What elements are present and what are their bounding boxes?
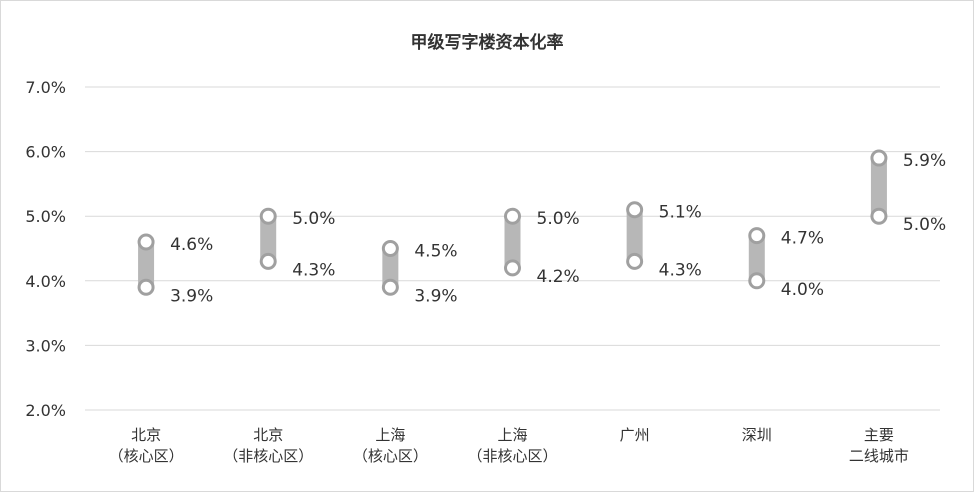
x-tick-label: 主要 [864, 426, 894, 444]
marker-high [259, 207, 277, 225]
marker-low [626, 252, 644, 270]
x-tick-label: 北京 [253, 426, 283, 444]
data-label-low: 4.2% [537, 267, 580, 287]
data-label-low: 5.0% [903, 215, 946, 235]
data-label-low: 3.9% [414, 286, 457, 306]
x-tick-label: （非核心区） [223, 447, 313, 465]
marker-high [748, 227, 766, 245]
chart-title: 甲级写字楼资本化率 [411, 32, 564, 53]
x-tick-label: （非核心区） [467, 447, 557, 465]
data-label-low: 3.9% [170, 286, 213, 306]
marker-low [504, 259, 521, 277]
data-label-high: 5.0% [292, 209, 335, 229]
marker-high [504, 207, 521, 225]
x-tick-label: 深圳 [742, 426, 772, 444]
data-label-low: 4.3% [659, 260, 702, 280]
marker-low [259, 252, 277, 270]
y-tick-label: 4.0% [25, 272, 66, 291]
data-label-high: 5.0% [537, 209, 580, 229]
data-label-high: 4.7% [781, 229, 824, 249]
marker-high [870, 149, 888, 167]
range-bar [748, 235, 765, 281]
data-label-high: 4.5% [414, 242, 457, 262]
y-tick-label: 3.0% [25, 336, 66, 355]
marker-low [137, 278, 155, 296]
marker-low [381, 278, 399, 296]
x-tick-label: 二线城市 [849, 447, 909, 465]
marker-high [381, 240, 399, 257]
range-bar [382, 248, 399, 288]
marker-low [748, 272, 766, 290]
x-tick-label: 北京 [131, 426, 161, 444]
y-tick-label: 5.0% [25, 207, 66, 226]
range-bar [870, 158, 887, 217]
y-tick-label: 2.0% [25, 401, 66, 420]
x-tick-label: 上海 [497, 426, 527, 444]
data-label-high: 5.1% [659, 203, 702, 223]
range-bar [504, 216, 521, 268]
x-tick-label: 上海 [375, 426, 405, 444]
marker-high [626, 201, 644, 219]
y-tick-label: 6.0% [25, 143, 66, 162]
data-label-high: 5.9% [903, 151, 946, 171]
x-tick-label: 广州 [620, 426, 650, 444]
data-label-low: 4.0% [781, 280, 824, 300]
marker-high [137, 233, 155, 251]
y-tick-label: 7.0% [25, 78, 66, 97]
data-label-low: 4.3% [292, 260, 335, 280]
x-tick-label: （核心区） [353, 447, 428, 465]
range-bar [138, 242, 155, 288]
range-bar [626, 209, 643, 262]
marker-low [870, 207, 888, 225]
x-tick-label: （核心区） [109, 447, 184, 465]
range-bar [260, 216, 277, 262]
data-label-high: 4.6% [170, 235, 213, 255]
